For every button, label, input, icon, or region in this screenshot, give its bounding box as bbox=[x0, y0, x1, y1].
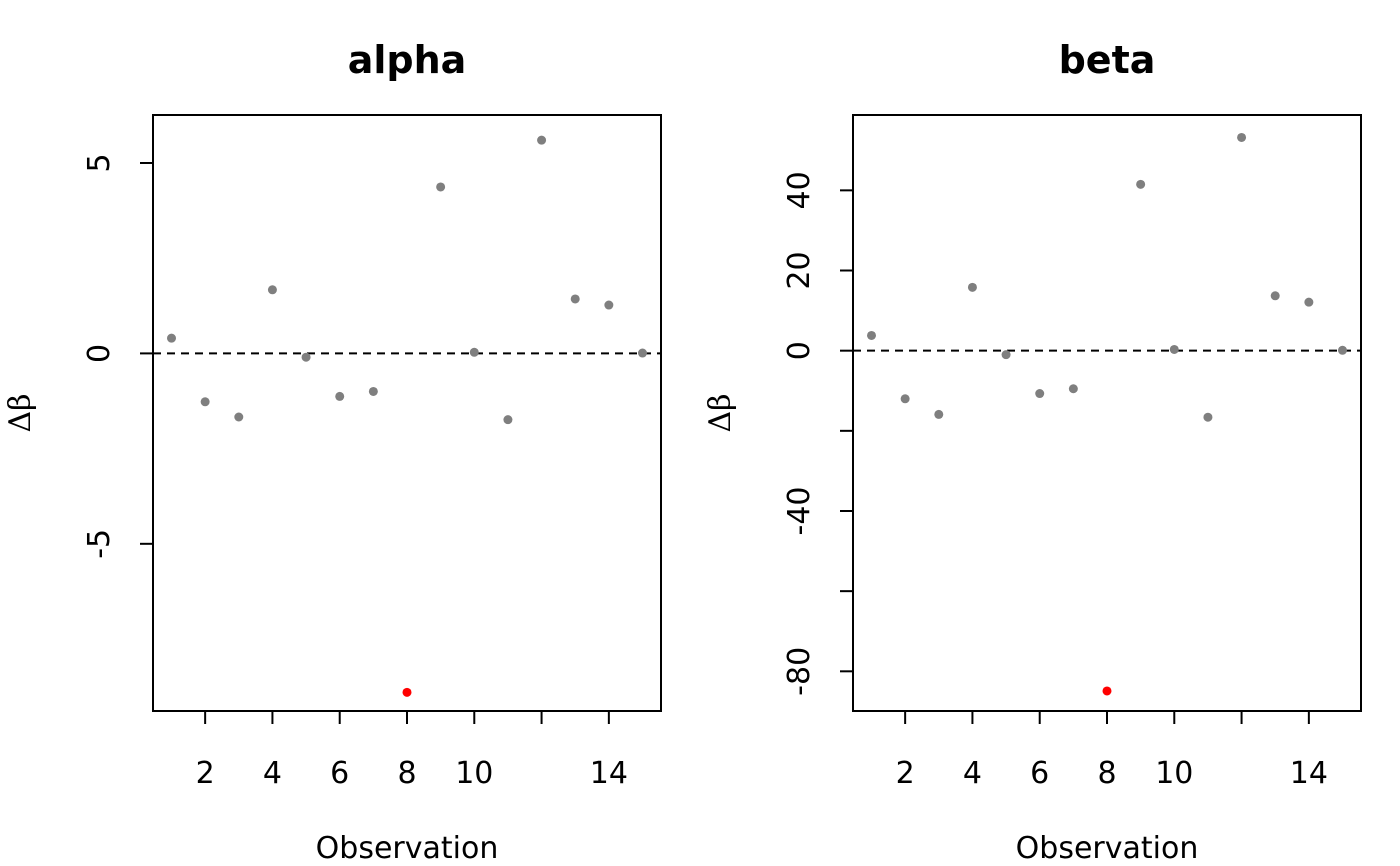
data-point bbox=[537, 135, 547, 145]
data-point bbox=[1270, 291, 1280, 301]
data-point bbox=[604, 300, 614, 310]
data-point bbox=[234, 412, 244, 422]
data-point bbox=[469, 347, 479, 357]
y-tick-label: 20 bbox=[782, 251, 817, 289]
data-point bbox=[1001, 350, 1011, 360]
x-tick-label: 6 bbox=[1030, 756, 1049, 791]
x-tick-label: 10 bbox=[455, 756, 493, 791]
y-tick-label: 40 bbox=[782, 171, 817, 209]
highlighted-point bbox=[402, 687, 412, 697]
data-point bbox=[368, 386, 378, 396]
x-tick-label: 4 bbox=[263, 756, 282, 791]
x-tick-label: 2 bbox=[196, 756, 215, 791]
data-point bbox=[200, 397, 210, 407]
x-tick-label: 8 bbox=[1097, 756, 1116, 791]
data-point bbox=[1304, 297, 1314, 307]
data-point bbox=[167, 333, 177, 343]
data-point bbox=[335, 391, 345, 401]
data-point bbox=[1337, 345, 1347, 355]
x-tick-label: 14 bbox=[590, 756, 628, 791]
chart-panel-alpha: alpha 2 4 6 8 10 14 -5 0 5 Observation Δβ bbox=[3, 38, 662, 866]
data-point bbox=[301, 352, 311, 362]
data-point bbox=[436, 182, 446, 192]
plot-frame bbox=[152, 114, 662, 712]
y-tick-label: -40 bbox=[782, 486, 817, 535]
y-tick-label: -80 bbox=[782, 647, 817, 696]
data-point bbox=[934, 409, 944, 419]
x-tick-label: 8 bbox=[397, 756, 416, 791]
x-tick-label: 6 bbox=[330, 756, 349, 791]
chart-title: alpha bbox=[348, 38, 467, 82]
y-axis-label: Δβ bbox=[703, 393, 738, 432]
x-tick-label: 2 bbox=[896, 756, 915, 791]
y-tick-label: 5 bbox=[82, 153, 117, 172]
y-tick-label: 0 bbox=[82, 344, 117, 363]
data-point bbox=[1237, 132, 1247, 142]
plot-frame bbox=[852, 114, 1362, 712]
chart-title: beta bbox=[1059, 38, 1156, 82]
x-tick-label: 10 bbox=[1155, 756, 1193, 791]
data-point bbox=[1203, 412, 1213, 422]
highlighted-point bbox=[1102, 686, 1112, 696]
data-point bbox=[267, 285, 277, 295]
data-point bbox=[967, 282, 977, 292]
data-point bbox=[570, 294, 580, 304]
data-point bbox=[1068, 384, 1078, 394]
x-axis-label: Observation bbox=[316, 831, 499, 866]
y-tick-label: -5 bbox=[82, 529, 117, 559]
x-tick-label: 4 bbox=[963, 756, 982, 791]
y-tick-label: 0 bbox=[782, 341, 817, 360]
data-point bbox=[867, 330, 877, 340]
data-point bbox=[900, 394, 910, 404]
x-tick-label: 14 bbox=[1290, 756, 1328, 791]
data-point bbox=[1169, 344, 1179, 354]
x-axis-label: Observation bbox=[1016, 831, 1199, 866]
data-point bbox=[503, 415, 513, 425]
data-point bbox=[1136, 179, 1146, 189]
data-point bbox=[637, 348, 647, 358]
chart-panel-beta: beta 2 4 6 8 10 14 -80 -40 0 20 40 Observation Δβ bbox=[703, 38, 1362, 866]
data-point bbox=[1035, 389, 1045, 399]
y-axis-label: Δβ bbox=[3, 393, 38, 432]
